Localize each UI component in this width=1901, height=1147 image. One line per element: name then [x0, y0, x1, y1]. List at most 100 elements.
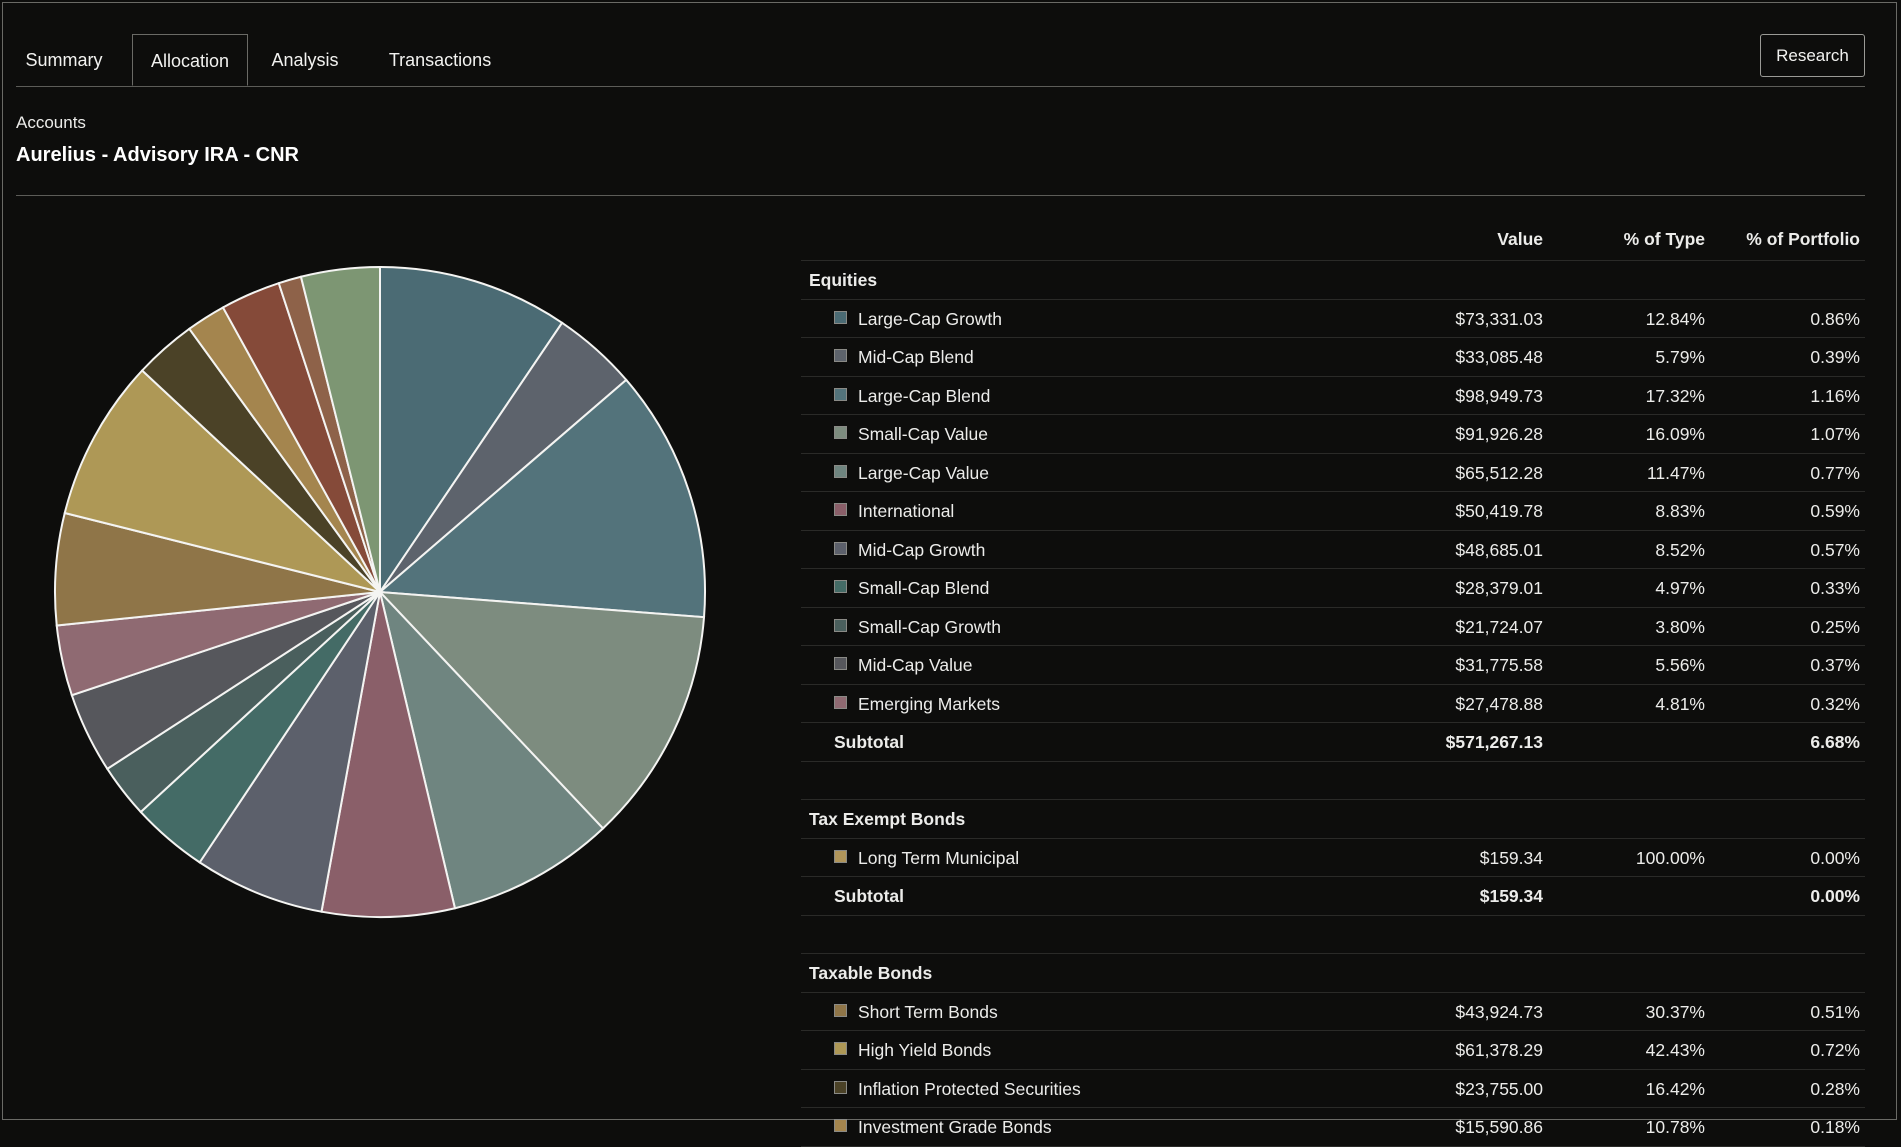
subtotal-value: $159.34 [1479, 886, 1543, 906]
tab-allocation[interactable]: Allocation [132, 34, 248, 86]
table-row[interactable]: Mid-Cap Blend $33,085.48 5.79% 0.39% [801, 338, 1865, 377]
asset-pct-type: 3.80% [1655, 616, 1705, 637]
asset-value: $48,685.01 [1455, 539, 1543, 560]
color-swatch [834, 503, 847, 516]
research-button[interactable]: Research [1760, 34, 1865, 77]
asset-class-name: Large-Cap Value [858, 462, 990, 483]
asset-value: $28,379.01 [1455, 578, 1543, 598]
color-swatch [834, 657, 847, 670]
window-frame [2, 2, 1897, 1120]
group-header-row: Tax Exempt Bonds [801, 800, 1865, 839]
asset-pct-portfolio: 0.33% [1810, 578, 1860, 598]
color-swatch [834, 310, 847, 324]
table-row[interactable]: Investment Grade Bonds $15,590.86 10.78% 0.… [801, 1108, 1865, 1147]
asset-pct-type: 30.37% [1645, 1001, 1705, 1022]
asset-value: $31,775.58 [1455, 655, 1543, 675]
asset-class-name: Mid-Cap Growth [858, 539, 986, 560]
asset-pct-type: 5.79% [1655, 347, 1705, 367]
asset-pct-portfolio: 0.86% [1810, 308, 1860, 329]
group-header-row: Taxable Bonds [801, 954, 1865, 993]
group-header-row: Equities [801, 261, 1865, 300]
color-swatch [834, 695, 847, 709]
asset-pct-type: 4.97% [1655, 578, 1705, 598]
group-name: Tax Exempt Bonds [809, 809, 966, 829]
table-row[interactable]: Large-Cap Growth $73,331.03 12.84% 0.86% [801, 300, 1865, 338]
table-row[interactable]: Small-Cap Blend $28,379.01 4.97% 0.33% [801, 569, 1865, 608]
table-row[interactable]: High Yield Bonds $61,378.29 42.43% 0.72% [801, 1031, 1865, 1070]
pie-slice[interactable] [378, 588, 605, 910]
asset-value: $23,755.00 [1455, 1078, 1543, 1099]
asset-pct-portfolio: 0.32% [1810, 693, 1860, 714]
asset-pct-type: 17.32% [1645, 385, 1705, 406]
color-swatch [834, 1119, 847, 1132]
color-swatch [834, 580, 847, 593]
table-row[interactable]: Inflation Protected Securities $23,755.00… [801, 1070, 1865, 1108]
asset-pct-type: 16.09% [1645, 424, 1705, 444]
asset-pct-portfolio: 0.57% [1810, 539, 1860, 560]
asset-pct-portfolio: 1.07% [1810, 424, 1860, 444]
asset-class-name: Investment Grade Bonds [858, 1117, 1052, 1137]
asset-class-name: Short Term Bonds [858, 1001, 998, 1022]
table-row[interactable]: Short Term Bonds $43,924.73 30.37% 0.51% [801, 993, 1865, 1031]
asset-class-name: Long Term Municipal [858, 847, 1020, 868]
table-row[interactable]: International $50,419.78 8.83% 0.59% [801, 492, 1865, 531]
allocation-table: Value % of Type % of Portfolio Equities L… [801, 220, 1865, 1147]
asset-value: $33,085.48 [1455, 347, 1543, 367]
asset-pct-type: 10.78% [1645, 1117, 1705, 1137]
header-value: Value [1497, 229, 1543, 249]
asset-value: $50,419.78 [1455, 501, 1543, 521]
asset-value: $91,926.28 [1455, 424, 1543, 444]
asset-pct-type: 16.42% [1645, 1078, 1705, 1099]
subtotal-pct-portfolio: 6.68% [1810, 732, 1860, 752]
asset-pct-portfolio: 0.59% [1810, 501, 1860, 521]
color-swatch [834, 464, 847, 478]
color-swatch [834, 426, 847, 439]
asset-pct-portfolio: 0.39% [1810, 347, 1860, 367]
color-swatch [834, 618, 847, 632]
table-row[interactable]: Small-Cap Growth $21,724.07 3.80% 0.25% [801, 608, 1865, 646]
group-spacer [801, 916, 1865, 954]
table-row[interactable]: Mid-Cap Value $31,775.58 5.56% 0.37% [801, 646, 1865, 685]
group-name: Equities [809, 270, 878, 290]
color-swatch [834, 1080, 847, 1094]
asset-pct-portfolio: 0.51% [1810, 1001, 1860, 1022]
pie-slice[interactable] [379, 265, 564, 596]
asset-pct-type: 4.81% [1655, 693, 1705, 714]
group-spacer [801, 762, 1865, 800]
asset-class-name: Large-Cap Growth [858, 308, 1002, 329]
color-swatch [834, 387, 847, 401]
color-swatch [834, 1003, 847, 1017]
asset-pct-portfolio: 0.00% [1810, 847, 1860, 868]
asset-value: $65,512.28 [1455, 462, 1543, 483]
pie-slice[interactable] [377, 378, 706, 619]
tab-summary[interactable]: Summary [25, 50, 103, 70]
pie-slice[interactable] [299, 265, 381, 593]
asset-class-name: Mid-Cap Blend [858, 347, 974, 367]
group-name: Taxable Bonds [809, 963, 933, 983]
pie-slice[interactable] [320, 591, 457, 918]
pie-slice[interactable] [377, 590, 706, 830]
asset-class-name: International [858, 501, 955, 521]
pie-slice[interactable] [198, 591, 381, 913]
table-row[interactable]: Large-Cap Blend $98,949.73 17.32% 1.16% [801, 377, 1865, 415]
asset-pct-type: 11.47% [1646, 462, 1705, 483]
table-row[interactable]: Emerging Markets $27,478.88 4.81% 0.32% [801, 685, 1865, 723]
tab-transactions[interactable]: Transactions [388, 50, 492, 70]
asset-value: $98,949.73 [1455, 385, 1543, 406]
asset-value: $27,478.88 [1455, 693, 1543, 714]
header-pct-type: % of Type [1623, 229, 1705, 249]
asset-value: $73,331.03 [1455, 308, 1543, 329]
asset-class-name: Mid-Cap Value [858, 655, 973, 675]
asset-pct-portfolio: 0.77% [1810, 462, 1860, 483]
pie-slice[interactable] [63, 369, 381, 593]
table-row[interactable]: Small-Cap Value $91,926.28 16.09% 1.07% [801, 415, 1865, 454]
asset-class-name: Large-Cap Blend [858, 385, 991, 406]
table-row[interactable]: Long Term Municipal $159.34 100.00% 0.00% [801, 839, 1865, 877]
accounts-label: Accounts [16, 113, 86, 132]
table-row[interactable]: Large-Cap Value $65,512.28 11.47% 0.77% [801, 454, 1865, 492]
table-row[interactable]: Mid-Cap Growth $48,685.01 8.52% 0.57% [801, 531, 1865, 569]
asset-pct-type: 5.56% [1655, 655, 1705, 675]
subtotal-row: Subtotal $571,267.13 6.68% [801, 723, 1865, 762]
tab-analysis[interactable]: Analysis [271, 50, 339, 70]
asset-value: $21,724.07 [1455, 616, 1543, 637]
